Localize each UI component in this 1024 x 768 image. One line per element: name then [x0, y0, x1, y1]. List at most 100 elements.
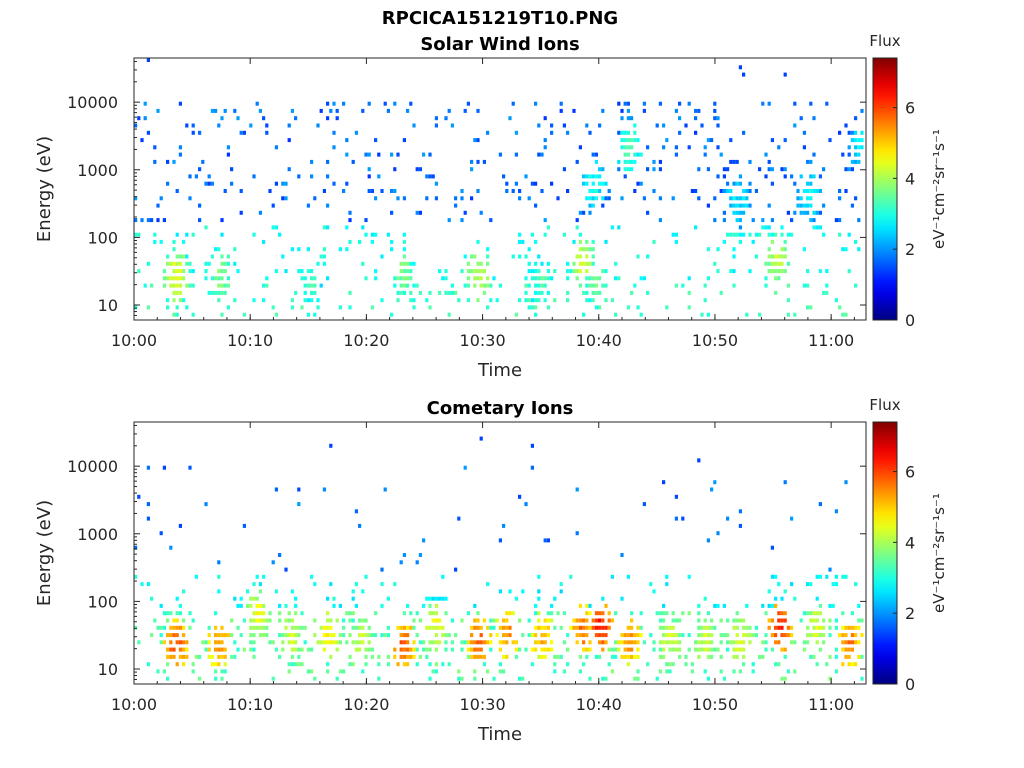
solar-wind-cell [786, 261, 790, 266]
cometary-cell [236, 625, 240, 630]
cometary-cell [364, 618, 368, 623]
solar-wind-cell [764, 283, 768, 288]
solar-wind-cell [441, 276, 445, 281]
cometary-cb-tick-label: 4 [905, 533, 915, 552]
solar-wind-cell [847, 130, 851, 135]
solar-wind-cell [626, 167, 630, 172]
solar-wind-cell [742, 72, 746, 77]
cometary-cell [623, 633, 627, 638]
solar-wind-cell [713, 108, 717, 113]
cometary-cell [674, 494, 678, 499]
cometary-cell [146, 502, 150, 507]
solar-wind-cell [428, 290, 432, 295]
cometary-cell [188, 625, 192, 630]
solar-wind-cell [502, 174, 506, 179]
solar-wind-cell [166, 254, 170, 259]
solar-wind-cell [726, 167, 730, 172]
solar-wind-cell [783, 254, 787, 259]
solar-wind-cell [537, 276, 541, 281]
solar-wind-cell [703, 152, 707, 157]
solar-wind-cell [306, 247, 310, 252]
solar-wind-cell [786, 312, 790, 317]
cometary-ytick-label: 100 [87, 592, 118, 611]
solar-wind-xtick-label: 11:00 [808, 331, 854, 350]
solar-wind-cell [297, 174, 301, 179]
cometary-cell [812, 625, 816, 630]
solar-wind-cell [729, 203, 733, 208]
solar-wind-cell [402, 138, 406, 143]
cometary-cell [770, 545, 774, 550]
solar-wind-cell [806, 305, 810, 310]
solar-wind-cell [722, 218, 726, 223]
cometary-cell [764, 633, 768, 638]
cometary-cell [438, 596, 442, 601]
solar-wind-cell [706, 167, 710, 172]
solar-wind-cell [809, 305, 813, 310]
cometary-cell [358, 523, 362, 528]
solar-wind-cell [566, 298, 570, 303]
solar-wind-cell [338, 247, 342, 252]
cometary-cell [751, 662, 755, 667]
solar-wind-cell [348, 305, 352, 310]
cometary-cell [598, 611, 602, 616]
cometary-cell [159, 640, 163, 645]
cometary-cell [441, 596, 445, 601]
solar-wind-cell [255, 101, 259, 106]
cometary-cell [294, 662, 298, 667]
solar-wind-cell [412, 305, 416, 310]
cometary-cell [834, 647, 838, 652]
solar-wind-cell [550, 130, 554, 135]
cometary-cell [671, 640, 675, 645]
cometary-cell [249, 640, 253, 645]
cometary-cell [575, 531, 579, 536]
cometary-cell [761, 603, 765, 608]
cometary-cell [658, 669, 662, 674]
cometary-cell [812, 611, 816, 616]
cometary-cell [815, 596, 819, 601]
cometary-cell [678, 618, 682, 623]
cometary-cell [646, 662, 650, 667]
solar-wind-cell [623, 167, 627, 172]
solar-wind-cell [226, 145, 230, 150]
solar-wind-cell [537, 269, 541, 274]
solar-wind-cell [380, 298, 384, 303]
cometary-cell [844, 654, 848, 659]
cometary-cell [450, 647, 454, 652]
cometary-cell [262, 603, 266, 608]
cometary-cell [530, 662, 534, 667]
solar-wind-cell [825, 290, 829, 295]
cometary-cell [166, 647, 170, 652]
cometary-cell [537, 574, 541, 579]
cometary-cell [380, 603, 384, 608]
cometary-cell [671, 618, 675, 623]
cometary-cell [262, 625, 266, 630]
cometary-cell [527, 633, 531, 638]
solar-wind-cell [591, 203, 595, 208]
solar-wind-cell [786, 298, 790, 303]
cometary-cell [594, 611, 598, 616]
cometary-cell [844, 640, 848, 645]
solar-wind-cell [838, 218, 842, 223]
solar-wind-cell [860, 138, 864, 143]
cometary-cell [783, 611, 787, 616]
solar-wind-cell [178, 145, 182, 150]
cometary-cell [818, 647, 822, 652]
cometary-cell [166, 662, 170, 667]
solar-wind-cell [313, 283, 317, 288]
cometary-cell [761, 654, 765, 659]
cometary-cell [658, 640, 662, 645]
solar-wind-cell [310, 276, 314, 281]
cometary-cell [460, 676, 464, 681]
cometary-cell [258, 618, 262, 623]
solar-wind-cell [793, 210, 797, 215]
solar-wind-cell [610, 225, 614, 230]
solar-wind-cell [348, 210, 352, 215]
cometary-cell [258, 603, 262, 608]
solar-wind-cell [406, 269, 410, 274]
cometary-cell [278, 654, 282, 659]
solar-wind-cell [169, 276, 173, 281]
solar-wind-cell [322, 189, 326, 193]
solar-wind-cell [780, 225, 784, 230]
solar-wind-cell [482, 159, 486, 164]
cometary-cell [585, 611, 589, 616]
